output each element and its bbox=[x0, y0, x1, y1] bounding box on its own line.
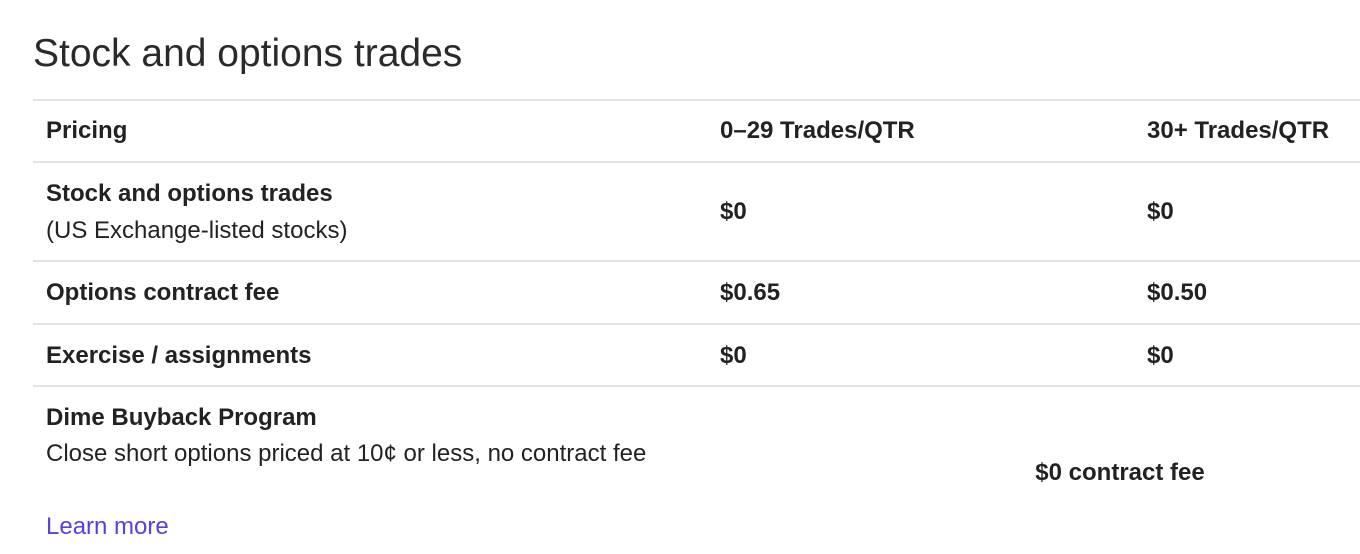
header-cell: Pricing bbox=[46, 117, 128, 144]
cell-value: $0 bbox=[1147, 342, 1174, 369]
row-label: Dime Buyback Program bbox=[46, 404, 317, 431]
cell-value: $0 bbox=[720, 342, 747, 369]
cell-value: $0 bbox=[720, 198, 747, 225]
cell-value: $0 bbox=[1147, 198, 1174, 225]
divider bbox=[33, 385, 1360, 387]
header-cell: 30+ Trades/QTR bbox=[1147, 117, 1330, 144]
row-label: Stock and options trades bbox=[46, 180, 333, 207]
cell-value: $0.65 bbox=[720, 279, 781, 306]
divider bbox=[33, 99, 1360, 101]
row-sublabel: (US Exchange-listed stocks) bbox=[46, 217, 348, 244]
row-label: Exercise / assignments bbox=[46, 342, 312, 369]
cell-value: $0.50 bbox=[1147, 279, 1208, 306]
divider bbox=[33, 260, 1360, 262]
divider bbox=[33, 161, 1360, 163]
row-sublabel: Close short options priced at 10¢ or les… bbox=[46, 440, 647, 467]
cell-value: $0 contract fee bbox=[1035, 459, 1205, 486]
header-cell: 0–29 Trades/QTR bbox=[720, 117, 915, 144]
divider bbox=[33, 323, 1360, 325]
row-label: Options contract fee bbox=[46, 279, 280, 306]
learn-more-link[interactable]: Learn more bbox=[46, 513, 169, 540]
section-title: Stock and options trades bbox=[33, 32, 463, 75]
